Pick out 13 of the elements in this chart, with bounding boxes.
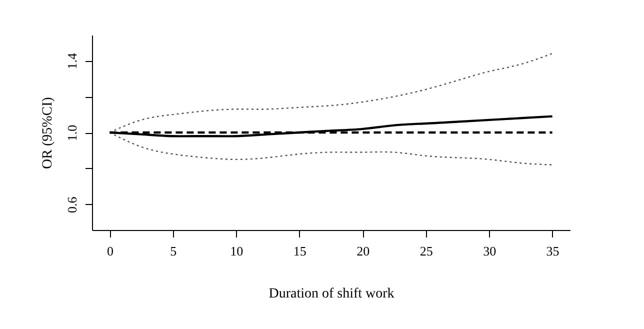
x-tick-label: 10 <box>230 244 244 258</box>
x-tick-label: 15 <box>293 244 306 258</box>
x-tick-label: 35 <box>546 244 560 258</box>
y-tick-label: 0.6 <box>64 196 80 213</box>
x-tick-label: 25 <box>420 244 433 258</box>
x-tick-label: 0 <box>106 244 114 258</box>
x-tick-label: 20 <box>356 244 370 258</box>
y-axis-title: OR (95%CI) <box>40 96 56 169</box>
y-tick-label: 1.4 <box>64 52 80 70</box>
x-axis-title: Duration of shift work <box>268 286 394 302</box>
y-tick-label: 1.0 <box>64 124 80 142</box>
x-tick-label: 5 <box>170 244 177 258</box>
x-tick-label: 30 <box>483 244 496 258</box>
